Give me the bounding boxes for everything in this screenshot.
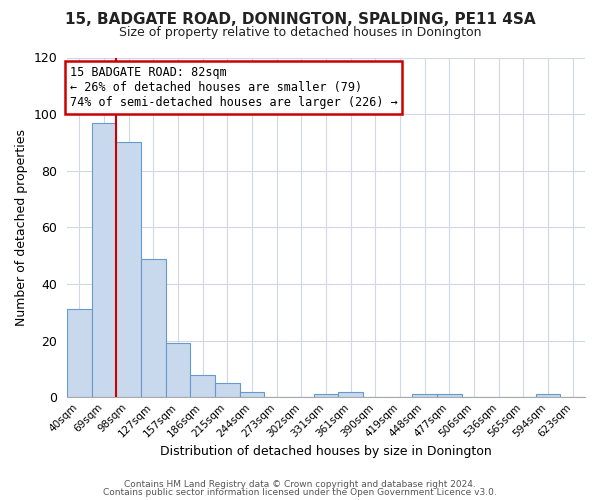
Bar <box>67 310 92 397</box>
Text: Contains HM Land Registry data © Crown copyright and database right 2024.: Contains HM Land Registry data © Crown c… <box>124 480 476 489</box>
Bar <box>240 392 265 397</box>
Bar <box>536 394 560 397</box>
Text: 15 BADGATE ROAD: 82sqm
← 26% of detached houses are smaller (79)
74% of semi-det: 15 BADGATE ROAD: 82sqm ← 26% of detached… <box>70 66 397 109</box>
Bar <box>437 394 462 397</box>
Text: Size of property relative to detached houses in Donington: Size of property relative to detached ho… <box>119 26 481 39</box>
Bar <box>92 122 116 397</box>
Bar <box>215 383 240 397</box>
Text: Contains public sector information licensed under the Open Government Licence v3: Contains public sector information licen… <box>103 488 497 497</box>
Bar <box>166 344 190 397</box>
Bar <box>412 394 437 397</box>
Bar <box>190 374 215 397</box>
Bar <box>338 392 363 397</box>
Y-axis label: Number of detached properties: Number of detached properties <box>15 129 28 326</box>
Bar <box>314 394 338 397</box>
Bar <box>116 142 141 397</box>
Text: 15, BADGATE ROAD, DONINGTON, SPALDING, PE11 4SA: 15, BADGATE ROAD, DONINGTON, SPALDING, P… <box>65 12 535 28</box>
X-axis label: Distribution of detached houses by size in Donington: Distribution of detached houses by size … <box>160 444 492 458</box>
Bar <box>141 258 166 397</box>
